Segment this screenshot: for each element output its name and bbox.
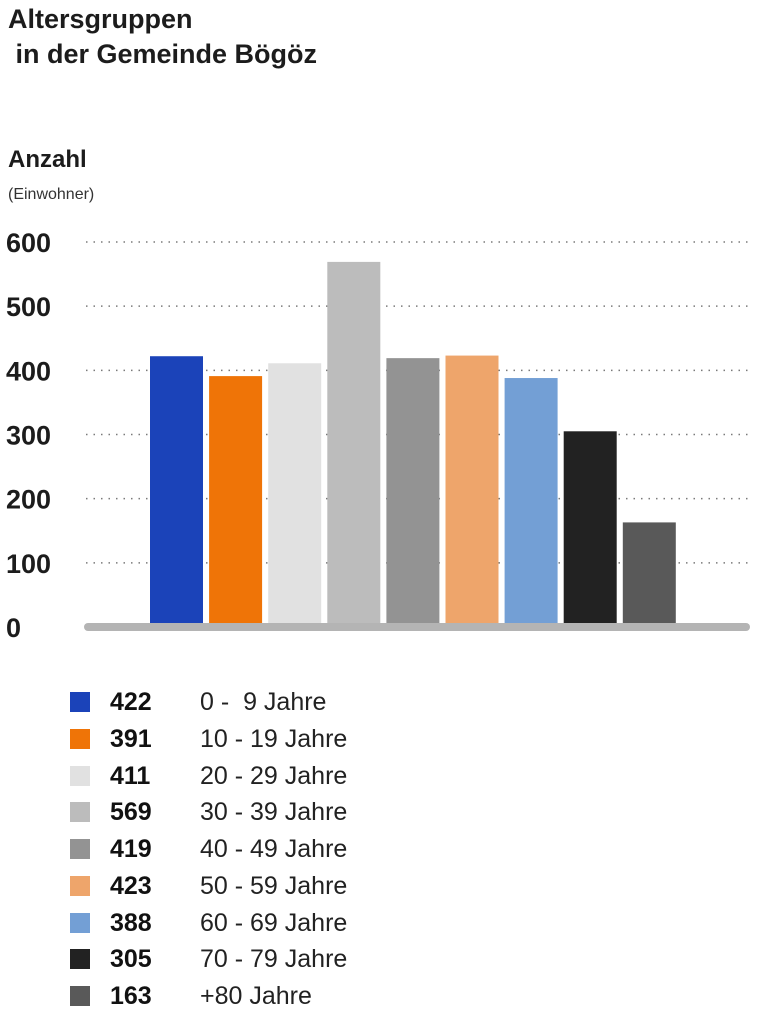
legend-swatch	[70, 912, 90, 933]
bar-4	[327, 261, 381, 627]
legend-value: 388	[110, 908, 152, 937]
bar-9	[622, 522, 676, 627]
legend-label: 70 - 79 Jahre	[200, 945, 348, 974]
y-axis-unit: (Einwohner)	[8, 186, 95, 203]
bar-chart: 0 100 200 300 400 500 600	[6, 228, 750, 643]
legend-label: 0 - 9 Jahre	[200, 688, 327, 716]
bar-5	[386, 358, 440, 627]
bar-3	[268, 363, 322, 627]
legend-swatch	[70, 765, 90, 786]
legend-value: 305	[110, 945, 152, 974]
legend-value: 422	[110, 688, 152, 716]
y-tick-label: 0	[6, 613, 21, 643]
bar-1	[150, 356, 203, 627]
legend-swatch	[70, 802, 90, 823]
y-tick-label: 100	[6, 549, 51, 579]
legend-swatch	[70, 875, 90, 896]
legend-label: 30 - 39 Jahre	[200, 798, 348, 827]
legend-label: 60 - 69 Jahre	[200, 908, 348, 937]
legend-swatch	[70, 839, 90, 859]
chart-title: Altersgruppen in der Gemeinde Bögöz	[8, 4, 318, 69]
legend-label: 20 - 29 Jahre	[200, 761, 348, 790]
legend-value: 163	[110, 982, 152, 1010]
legend-value: 419	[110, 835, 152, 863]
y-axis-label: Anzahl	[8, 146, 87, 173]
bar-6	[445, 355, 499, 627]
legend-value: 391	[110, 724, 152, 753]
bar-7	[504, 378, 558, 627]
bar-2	[209, 376, 263, 627]
legend-value: 411	[110, 761, 151, 790]
bar-8	[563, 431, 617, 627]
legend-swatch	[70, 949, 90, 970]
legend-value: 569	[110, 798, 152, 827]
y-tick-label: 400	[6, 356, 51, 386]
y-tick-label: 500	[6, 292, 51, 322]
x-axis-baseline	[84, 623, 750, 631]
legend-label: 40 - 49 Jahre	[200, 835, 348, 863]
legend-label: 50 - 59 Jahre	[200, 871, 348, 900]
y-tick-label: 200	[6, 485, 51, 515]
y-tick-label: 300	[6, 421, 51, 451]
legend-swatch	[70, 986, 90, 1006]
legend-label: +80 Jahre	[200, 982, 312, 1010]
legend-swatch	[70, 692, 90, 712]
legend-value: 423	[110, 871, 152, 900]
legend-label: 10 - 19 Jahre	[200, 724, 348, 753]
y-tick-label: 600	[6, 228, 51, 258]
legend-swatch	[70, 728, 90, 749]
